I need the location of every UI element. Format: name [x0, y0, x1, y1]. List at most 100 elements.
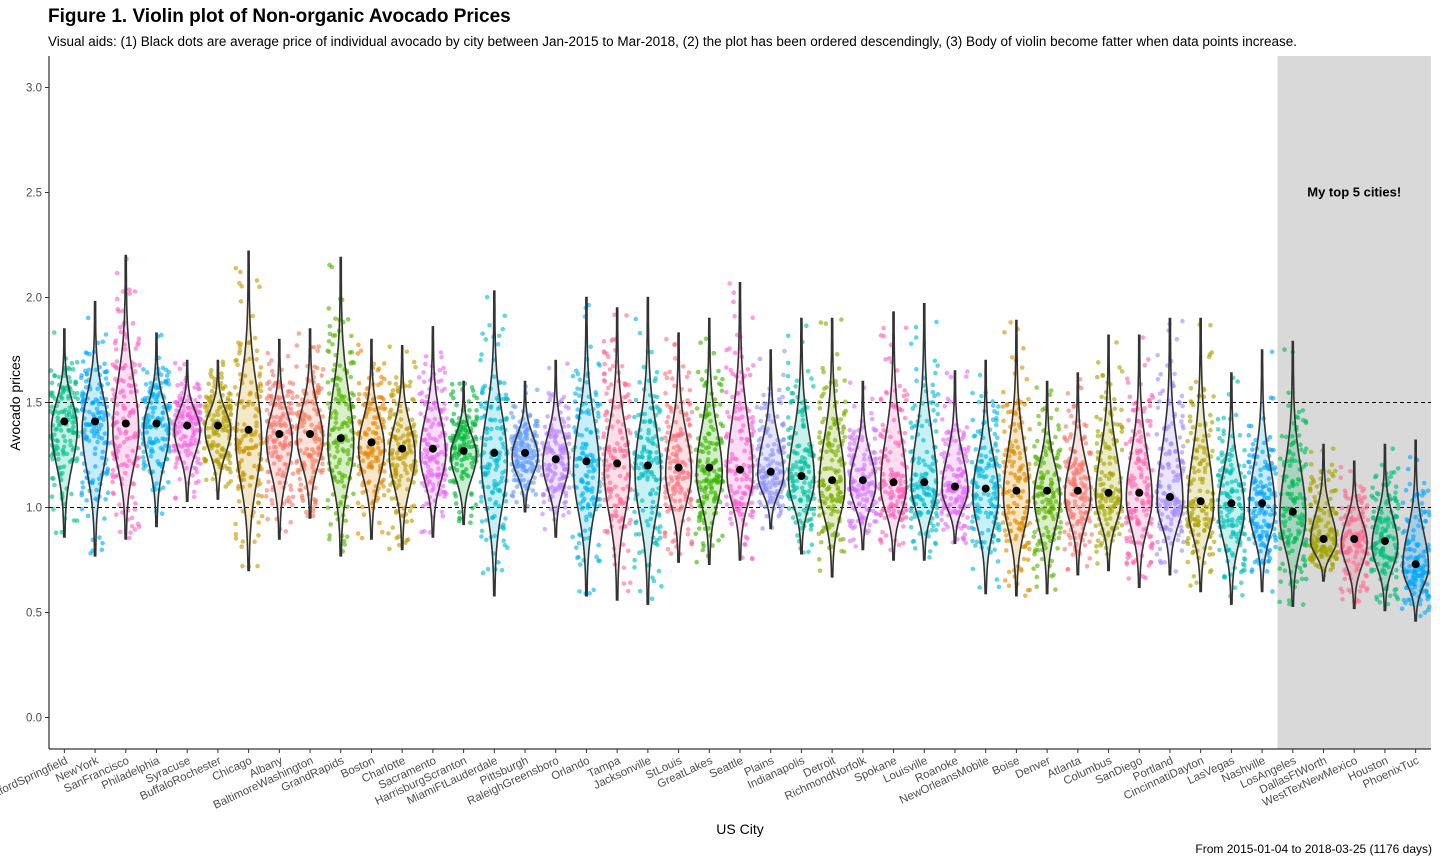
data-point [665, 414, 671, 420]
data-point [561, 513, 566, 518]
data-point [1003, 548, 1009, 553]
data-point [333, 420, 339, 425]
data-point [665, 546, 671, 552]
data-point [452, 491, 458, 496]
data-point [563, 404, 568, 409]
data-point [193, 437, 198, 443]
data-point [666, 424, 672, 429]
data-point [974, 539, 980, 545]
data-point [1087, 539, 1092, 544]
data-point [403, 467, 408, 473]
data-point [435, 460, 440, 466]
data-point [533, 492, 539, 497]
data-point [160, 436, 165, 441]
data-point [781, 437, 786, 443]
data-point [120, 289, 126, 294]
data-point [500, 326, 506, 332]
data-point [288, 487, 294, 492]
data-point [252, 539, 257, 545]
data-point [479, 528, 485, 534]
data-point [256, 533, 261, 538]
data-point [326, 391, 332, 396]
data-point [345, 451, 351, 457]
data-point [164, 427, 169, 433]
data-point [60, 470, 65, 476]
data-point [280, 414, 286, 419]
data-point [610, 363, 616, 369]
data-point [215, 408, 220, 414]
data-point [123, 431, 128, 436]
data-point [265, 469, 271, 475]
data-point [250, 313, 256, 319]
data-point [408, 464, 414, 469]
data-point [404, 450, 409, 456]
data-point [604, 418, 610, 423]
data-point [927, 549, 933, 554]
data-point [143, 382, 149, 387]
data-point [311, 497, 317, 502]
data-point [88, 551, 93, 556]
data-point [190, 433, 196, 438]
data-point [870, 396, 875, 402]
data-point [370, 452, 375, 458]
data-point [356, 392, 362, 397]
data-point [345, 461, 351, 466]
data-point [1009, 355, 1015, 360]
data-point [342, 394, 347, 399]
data-point [117, 529, 123, 535]
data-point [694, 559, 699, 565]
data-point [811, 512, 817, 517]
data-point [226, 481, 231, 486]
data-point [219, 454, 224, 460]
data-point [98, 422, 104, 428]
data-point [743, 534, 749, 540]
data-point [198, 402, 203, 408]
data-point [386, 531, 391, 536]
data-point [254, 348, 260, 354]
data-point [839, 317, 844, 322]
data-point [1058, 525, 1063, 530]
data-point [534, 433, 540, 439]
data-point [237, 344, 243, 349]
data-point [173, 496, 178, 501]
data-point [478, 401, 483, 406]
data-point [242, 422, 247, 427]
data-point [382, 376, 387, 382]
data-point [130, 321, 136, 326]
data-point [566, 416, 571, 421]
data-point [1048, 388, 1054, 393]
data-point [409, 518, 415, 524]
data-point [148, 424, 153, 430]
data-point [641, 364, 646, 370]
data-point [577, 589, 582, 594]
data-point [53, 530, 59, 536]
data-point [177, 366, 183, 371]
data-point [360, 504, 365, 510]
data-point [388, 482, 393, 488]
data-point [380, 402, 386, 407]
data-point [175, 455, 180, 460]
data-point [191, 489, 197, 495]
data-point [308, 479, 314, 484]
data-point [239, 458, 245, 463]
data-point [118, 430, 123, 436]
data-point [577, 532, 582, 537]
data-point [931, 408, 936, 413]
data-point [1019, 365, 1025, 370]
data-point [842, 378, 847, 383]
data-point [387, 380, 392, 386]
data-point [939, 451, 944, 457]
data-point [220, 359, 226, 365]
data-point [216, 461, 222, 467]
data-point [178, 436, 184, 442]
data-point [254, 423, 259, 429]
data-point [222, 463, 228, 469]
data-point [483, 337, 489, 342]
data-point [375, 495, 381, 501]
data-point [698, 340, 703, 345]
data-point [67, 412, 72, 417]
data-point [283, 529, 289, 534]
data-point [174, 408, 179, 413]
data-point [990, 399, 995, 404]
